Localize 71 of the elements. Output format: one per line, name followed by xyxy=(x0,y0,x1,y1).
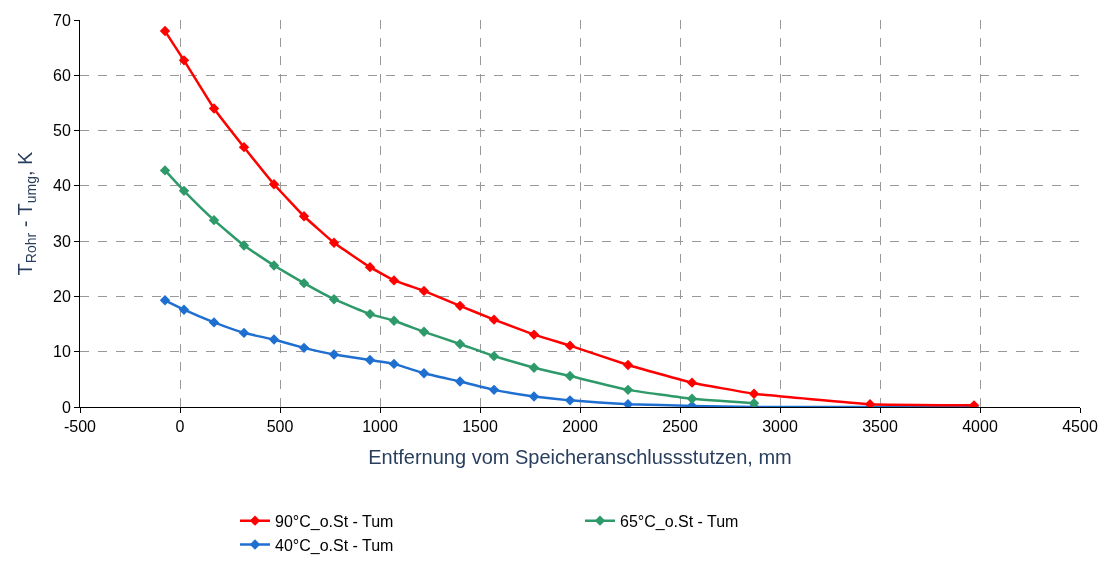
legend-label: 90°C_o.St - Tum xyxy=(275,512,394,531)
point xyxy=(364,354,376,366)
point xyxy=(298,211,310,222)
point xyxy=(454,338,466,350)
point xyxy=(388,358,400,370)
point xyxy=(328,293,340,305)
y-tick-label: 70 xyxy=(53,11,71,29)
legend-label: 65°C_o.St - Tum xyxy=(620,512,739,531)
point xyxy=(418,285,430,297)
point xyxy=(528,329,540,340)
x-tick-label: 4500 xyxy=(1062,418,1098,436)
point xyxy=(488,384,500,396)
point xyxy=(178,304,190,315)
point xyxy=(268,179,280,190)
y-tick-label: 60 xyxy=(53,66,71,84)
point xyxy=(298,277,310,289)
point xyxy=(328,237,340,248)
x-tick-label: 1000 xyxy=(362,418,398,436)
x-tick-label: 2500 xyxy=(662,418,698,436)
point xyxy=(208,317,220,328)
x-tick-label: 4000 xyxy=(962,418,998,436)
x-axis-title: Entfernung vom Speicheranschlussstutzen, mm xyxy=(368,445,792,468)
point xyxy=(238,327,250,339)
point xyxy=(388,275,400,286)
point xyxy=(208,214,220,226)
point xyxy=(748,388,760,399)
x-tick-label: 3500 xyxy=(862,418,898,436)
x-tick-label: 1500 xyxy=(462,418,498,436)
point xyxy=(418,368,430,379)
point xyxy=(328,349,340,360)
point xyxy=(268,260,280,271)
point xyxy=(159,25,171,37)
point xyxy=(686,377,698,388)
point xyxy=(178,185,190,197)
x-tick-label: 3000 xyxy=(762,418,798,436)
y-tick-label: 50 xyxy=(53,122,71,140)
x-tick-label: -500 xyxy=(63,418,97,436)
point xyxy=(564,370,576,382)
x-tick-label: 2000 xyxy=(562,418,598,436)
y-tick-label: 30 xyxy=(53,232,71,250)
point xyxy=(238,141,250,153)
point xyxy=(388,315,400,326)
point xyxy=(686,393,698,404)
point xyxy=(454,300,466,312)
point xyxy=(298,342,310,354)
point xyxy=(418,326,430,338)
point xyxy=(454,376,466,387)
y-tick-label: 40 xyxy=(53,177,71,195)
point xyxy=(208,103,220,114)
point xyxy=(364,308,376,320)
point xyxy=(159,295,171,306)
x-tick-label: 500 xyxy=(266,418,294,436)
point xyxy=(564,340,576,351)
point xyxy=(528,391,540,402)
point xyxy=(622,359,634,371)
point xyxy=(268,334,280,345)
y-tick-label: 10 xyxy=(53,343,71,361)
point xyxy=(488,350,500,362)
legend-label: 40°C_o.St - Tum xyxy=(275,536,394,555)
point xyxy=(364,261,376,273)
point xyxy=(564,395,576,406)
point xyxy=(488,314,500,325)
point xyxy=(622,384,634,396)
point xyxy=(528,362,540,373)
y-tick-label: 0 xyxy=(61,398,71,416)
point xyxy=(238,240,250,251)
point xyxy=(159,165,171,176)
point xyxy=(178,55,190,66)
point xyxy=(748,397,760,407)
x-tick-label: 0 xyxy=(175,418,185,436)
y-tick-label: 20 xyxy=(53,288,71,306)
